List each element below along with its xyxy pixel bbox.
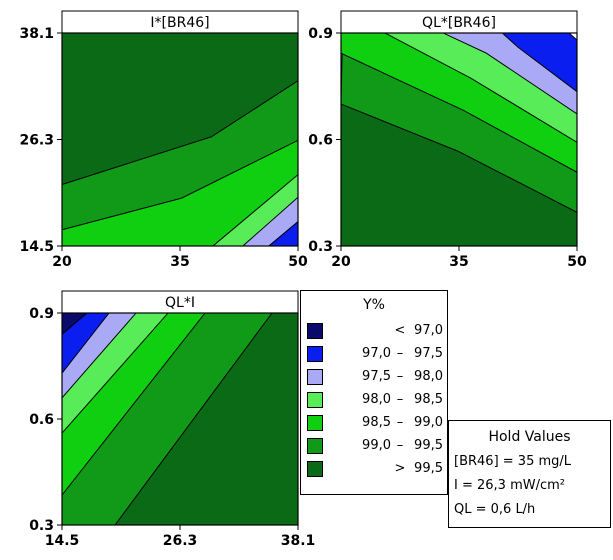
legend-swatch bbox=[307, 346, 323, 362]
x-tick-label: 20 bbox=[331, 254, 351, 270]
legend-range-low: 98,5 bbox=[362, 415, 391, 430]
y-tick-label: 38.1 bbox=[19, 26, 54, 42]
legend-swatch bbox=[307, 461, 323, 477]
legend-range-high: 98,0 bbox=[414, 369, 443, 384]
legend-range-high: 99,5 bbox=[414, 461, 443, 476]
x-tick-label: 26.3 bbox=[163, 533, 198, 549]
x-tick-label: 38.1 bbox=[281, 533, 316, 549]
legend-item: 99,0 – 99,5 bbox=[305, 436, 447, 456]
legend-item: 98,5 – 99,0 bbox=[305, 413, 447, 433]
legend-range-low: 97,0 bbox=[362, 346, 391, 361]
legend-range-high: 97,0 bbox=[414, 323, 443, 338]
legend-title: Y% bbox=[363, 297, 385, 313]
y-tick-label: 0.3 bbox=[308, 239, 333, 255]
legend-operator: – bbox=[396, 438, 404, 453]
panel-title: QL*I bbox=[165, 295, 195, 311]
x-tick-label: 14.5 bbox=[45, 533, 80, 549]
panel-title: QL*[BR46] bbox=[422, 15, 496, 31]
legend-item: 98,0 – 98,5 bbox=[305, 390, 447, 410]
x-tick-label: 35 bbox=[449, 254, 468, 270]
y-tick-label: 0.6 bbox=[308, 133, 333, 149]
y-tick-label: 0.9 bbox=[29, 306, 54, 322]
legend-item: > 99,5 bbox=[305, 459, 447, 479]
legend-range-high: 97,5 bbox=[414, 346, 443, 361]
legend-range-low: 99,0 bbox=[362, 438, 391, 453]
y-tick-label: 0.9 bbox=[308, 26, 333, 42]
legend-operator: – bbox=[396, 392, 404, 407]
legend-item: 97,5 – 98,0 bbox=[305, 367, 447, 387]
legend-swatch bbox=[307, 392, 323, 408]
y-tick-label: 14.5 bbox=[19, 239, 54, 255]
hold-values-title: Hold Values bbox=[488, 429, 571, 445]
y-tick-label: 0.3 bbox=[29, 518, 54, 534]
legend-range-low: 97,5 bbox=[362, 369, 391, 384]
legend-operator: < bbox=[394, 323, 406, 338]
legend-swatch bbox=[307, 438, 323, 454]
legend-item: 97,0 – 97,5 bbox=[305, 344, 447, 364]
y-tick-label: 26.3 bbox=[19, 133, 54, 149]
legend-swatch bbox=[307, 369, 323, 385]
legend-swatch bbox=[307, 415, 323, 431]
legend-operator: – bbox=[396, 346, 404, 361]
y-tick-label: 0.6 bbox=[29, 412, 54, 428]
hold-values-box: Hold Values [BR46] = 35 mg/L I = 26,3 mW… bbox=[448, 420, 611, 528]
legend: Y% < 97,0 97,0 – 97,5 97,5 – 98,0 98,0 –… bbox=[300, 290, 448, 495]
legend-swatch bbox=[307, 323, 323, 339]
hold-value-br46: [BR46] = 35 mg/L bbox=[454, 454, 572, 469]
hold-value-ql: QL = 0,6 L/h bbox=[454, 502, 536, 517]
legend-operator: – bbox=[396, 415, 404, 430]
legend-operator: > bbox=[394, 461, 406, 476]
panel-title: I*[BR46] bbox=[150, 15, 209, 31]
legend-range-high: 99,0 bbox=[414, 415, 443, 430]
legend-range-low: 98,0 bbox=[362, 392, 391, 407]
x-tick-label: 50 bbox=[567, 254, 587, 270]
hold-value-i: I = 26,3 mW/cm² bbox=[454, 478, 565, 493]
x-tick-label: 35 bbox=[170, 254, 189, 270]
legend-range-high: 99,5 bbox=[414, 438, 443, 453]
x-tick-label: 50 bbox=[288, 254, 308, 270]
legend-operator: – bbox=[396, 369, 404, 384]
legend-item: < 97,0 bbox=[305, 321, 447, 341]
x-tick-label: 20 bbox=[52, 254, 72, 270]
legend-range-high: 98,5 bbox=[414, 392, 443, 407]
